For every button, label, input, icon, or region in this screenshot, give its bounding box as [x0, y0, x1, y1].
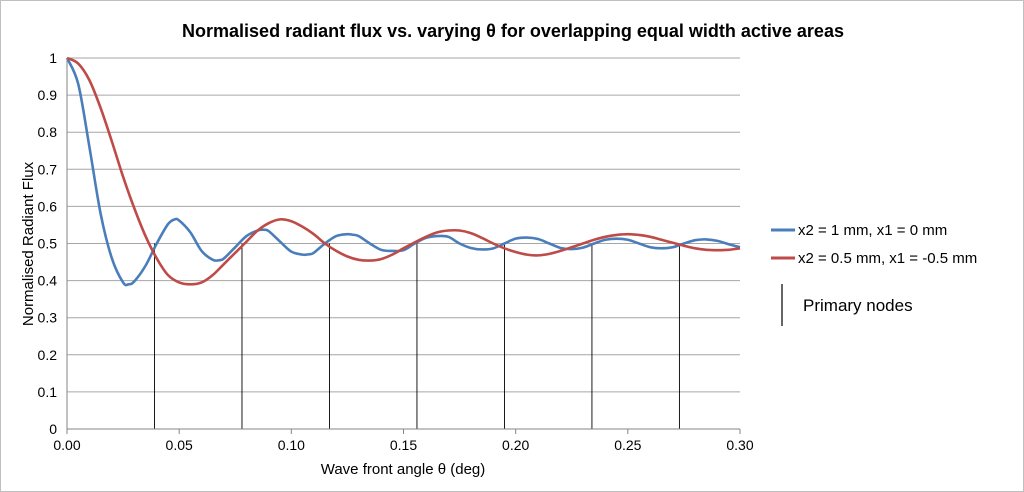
y-tick-label: 1 [49, 50, 57, 66]
legend-label-series-2: x2 = 0.5 mm, x1 = -0.5 mm [798, 250, 977, 267]
y-tick-label: 0.5 [38, 236, 58, 252]
y-tick-label: 0 [49, 421, 57, 437]
y-tick-label: 0.9 [38, 87, 58, 103]
x-axis-label: Wave front angle θ (deg) [321, 461, 486, 478]
x-tick-label: 0.05 [166, 437, 193, 453]
series-line-1 [65, 57, 741, 287]
y-tick-label: 0.2 [38, 347, 58, 363]
chart-title: Normalised radiant flux vs. varying θ fo… [182, 21, 844, 41]
y-tick-label: 0.7 [38, 161, 58, 177]
legend-label-primary-nodes: Primary nodes [803, 296, 913, 315]
primary-node-lines [154, 243, 680, 429]
y-tick-label: 0.3 [38, 310, 58, 326]
x-tick-label: 0.20 [502, 437, 529, 453]
y-axis-label: Normalised Radiant Flux [20, 161, 37, 326]
legend: x2 = 1 mm, x1 = 0 mm x2 = 0.5 mm, x1 = -… [771, 222, 977, 326]
x-tick-label: 0.10 [278, 437, 305, 453]
y-tick-labels: 0 0.1 0.2 0.3 0.4 0.5 0.6 0.7 0.8 0.9 1 [38, 50, 58, 437]
x-tick-label: 0.00 [53, 437, 80, 453]
x-tick-labels: 0.00 0.05 0.10 0.15 0.20 0.25 0.30 [53, 437, 753, 453]
x-tick-label: 0.15 [390, 437, 417, 453]
y-tick-label: 0.8 [38, 124, 58, 140]
y-tick-label: 0.4 [38, 273, 58, 289]
series-lines [65, 56, 741, 287]
y-tick-label: 0.6 [38, 198, 58, 214]
x-tick-label: 0.25 [614, 437, 641, 453]
series-line-2 [66, 56, 741, 286]
axes [66, 58, 741, 434]
gridlines [67, 57, 740, 393]
y-tick-label: 0.1 [38, 384, 58, 400]
legend-label-series-1: x2 = 1 mm, x1 = 0 mm [798, 222, 947, 239]
x-tick-label: 0.30 [726, 437, 753, 453]
